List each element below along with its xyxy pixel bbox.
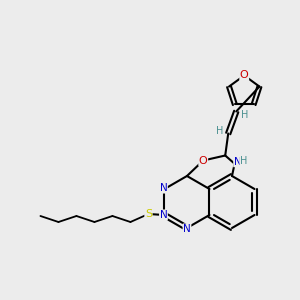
Text: H: H bbox=[241, 110, 248, 119]
Text: N: N bbox=[160, 183, 167, 193]
Text: N: N bbox=[234, 157, 242, 167]
Text: O: O bbox=[199, 155, 208, 166]
Text: S: S bbox=[145, 209, 152, 219]
Text: H: H bbox=[240, 156, 247, 166]
Text: H: H bbox=[215, 125, 223, 136]
Text: O: O bbox=[240, 70, 249, 80]
Text: N: N bbox=[160, 210, 167, 220]
Text: N: N bbox=[183, 224, 191, 234]
